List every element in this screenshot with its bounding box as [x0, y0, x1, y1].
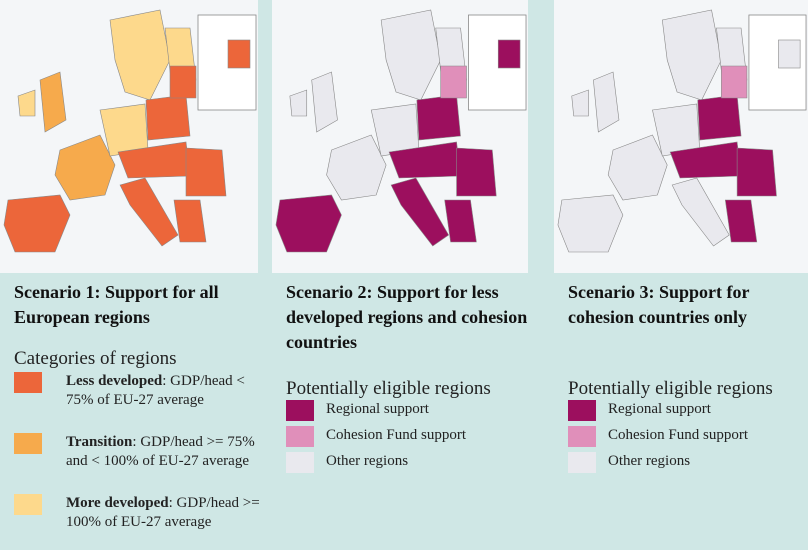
legend-text: Cohesion Fund support — [326, 426, 536, 445]
legend-desc: : GDP/head >= 75% and < 100% of EU-27 av… — [66, 434, 255, 469]
region — [416, 94, 461, 141]
region — [275, 194, 342, 253]
legend-text: Other regions — [608, 452, 808, 471]
region — [721, 65, 748, 99]
panel-title: Scenario 1: Support for all European reg… — [14, 282, 219, 327]
region — [185, 147, 227, 197]
region — [145, 94, 191, 141]
region — [697, 94, 742, 141]
region — [724, 199, 758, 243]
legend-swatch — [14, 433, 42, 454]
legend-title: Categories of regions — [14, 348, 177, 369]
region — [456, 147, 497, 197]
map — [554, 0, 808, 273]
region — [326, 134, 387, 201]
region — [169, 65, 197, 99]
region — [671, 177, 730, 247]
region — [17, 89, 36, 117]
region — [173, 199, 207, 243]
legend-term: Less developed — [66, 373, 163, 389]
legend-text: More developed: GDP/head >= 100% of EU-2… — [66, 494, 261, 532]
region — [3, 194, 71, 253]
panel-title: Scenario 3: Support for cohesion countri… — [568, 282, 750, 327]
legend-desc: Other regions — [326, 453, 409, 469]
region — [54, 134, 116, 201]
region — [39, 71, 67, 133]
legend-desc: Cohesion Fund support — [608, 427, 749, 443]
legend-text: Transition: GDP/head >= 75% and < 100% o… — [66, 433, 261, 471]
region — [289, 89, 308, 117]
legend-text: Cohesion Fund support — [608, 426, 808, 445]
region — [557, 194, 624, 253]
region — [593, 71, 620, 133]
legend-title: Potentially eligible regions — [286, 378, 491, 399]
legend-desc: Regional support — [326, 401, 429, 417]
inset-region — [227, 39, 251, 69]
map — [272, 0, 528, 273]
legend-desc: : GDP/head < 75% of EU-27 average — [66, 373, 245, 408]
region — [119, 177, 179, 247]
legend-desc: : GDP/head >= 100% of EU-27 average — [66, 495, 260, 530]
region — [444, 199, 477, 243]
region — [311, 71, 338, 133]
legend-text: Less developed: GDP/head < 75% of EU-27 … — [66, 372, 261, 410]
region — [736, 147, 777, 197]
region — [440, 65, 467, 99]
legend-desc: Other regions — [608, 453, 691, 469]
inset-region — [778, 39, 801, 69]
legend-swatch — [568, 426, 596, 447]
legend-desc: Regional support — [608, 401, 711, 417]
region — [607, 134, 668, 201]
inset-region — [497, 39, 521, 69]
legend-text: Regional support — [326, 400, 536, 419]
legend-swatch — [286, 400, 314, 421]
legend-swatch — [14, 372, 42, 393]
legend-swatch — [286, 426, 314, 447]
map — [0, 0, 258, 273]
region — [390, 177, 450, 247]
region — [571, 89, 589, 117]
legend-desc: Cohesion Fund support — [326, 427, 467, 443]
legend-title: Potentially eligible regions — [568, 378, 773, 399]
legend-text: Other regions — [326, 452, 536, 471]
legend-text: Regional support — [608, 400, 808, 419]
panel-title: Scenario 2: Support for less developed r… — [286, 282, 528, 352]
legend-term: Transition — [66, 434, 133, 450]
legend-swatch — [568, 452, 596, 473]
legend-swatch — [286, 452, 314, 473]
legend-swatch — [568, 400, 596, 421]
legend-term: More developed — [66, 495, 169, 511]
legend-swatch — [14, 494, 42, 515]
